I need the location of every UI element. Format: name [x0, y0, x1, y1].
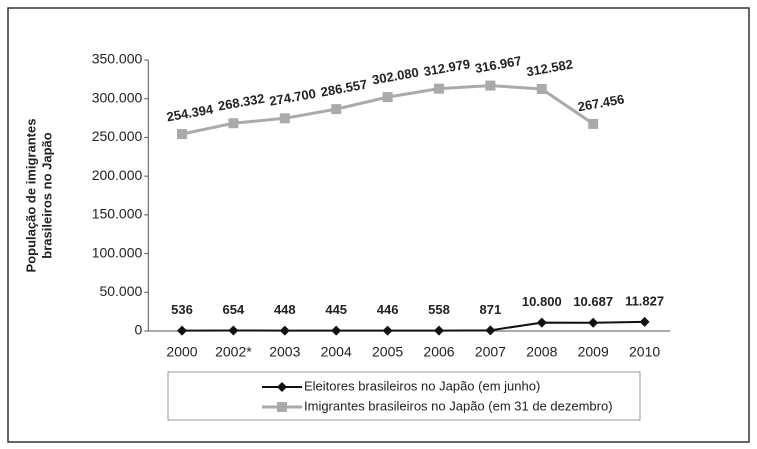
y-tick-label: 100.000 [92, 244, 143, 260]
x-tick-label: 2007 [475, 344, 506, 360]
marker [228, 325, 239, 336]
y-tick-label: 300.000 [92, 89, 143, 105]
data-label: 11.827 [625, 293, 664, 308]
data-label: 286.557 [320, 77, 369, 100]
marker [331, 325, 342, 336]
y-tick-label: 150.000 [92, 206, 143, 222]
data-label: 871 [480, 302, 502, 317]
x-tick-label: 2009 [578, 344, 609, 360]
data-label: 536 [171, 302, 193, 317]
y-axis-label: brasileiros no Japão [39, 132, 54, 258]
y-axis-label: População de imigrantes [23, 119, 38, 273]
x-tick-label: 2005 [372, 344, 403, 360]
marker [331, 104, 342, 115]
legend-box [167, 371, 641, 421]
legend-label: Imigrantes brasileiros no Japão (em 31 d… [304, 398, 613, 413]
marker [279, 325, 290, 336]
marker [177, 129, 187, 140]
marker [485, 325, 496, 336]
data-label: 10.800 [522, 294, 562, 309]
data-label: 274.700 [268, 86, 317, 109]
marker [536, 83, 547, 94]
data-label: 312.979 [422, 56, 471, 79]
marker [588, 118, 599, 129]
data-label: 448 [274, 302, 296, 317]
marker [536, 317, 547, 328]
marker [434, 83, 444, 94]
data-label: 10.687 [573, 294, 613, 309]
marker [382, 325, 393, 336]
marker [177, 325, 187, 336]
x-tick-label: 2006 [423, 344, 454, 360]
series-line [181, 320, 645, 332]
data-label: 267.456 [577, 91, 626, 114]
legend-marker [277, 402, 287, 412]
marker [588, 317, 599, 328]
marker [279, 113, 290, 124]
legend-marker [277, 382, 287, 392]
y-tick-label: 250.000 [92, 128, 143, 144]
marker [382, 92, 393, 103]
data-label: 254.394 [165, 101, 215, 124]
marker [485, 80, 496, 91]
x-tick-label: 2002* [215, 344, 252, 360]
marker [639, 316, 650, 327]
data-label: 312.582 [525, 56, 574, 79]
x-tick-label: 2000 [166, 344, 197, 360]
data-label: 268.332 [217, 91, 266, 114]
x-tick-label: 2003 [269, 344, 300, 360]
y-tick-label: 50.000 [99, 283, 142, 299]
legend-label: Eleitores brasileiros no Japão (em junho… [304, 378, 540, 393]
data-label: 558 [428, 302, 450, 317]
x-tick-label: 2010 [629, 344, 660, 360]
data-label: 446 [377, 302, 399, 317]
marker [434, 325, 444, 336]
y-tick-label: 350.000 [92, 51, 143, 67]
x-tick-label: 2004 [321, 344, 352, 360]
x-tick-label: 2008 [526, 344, 557, 360]
data-label: 654 [223, 302, 245, 317]
data-label: 316.967 [474, 53, 523, 76]
marker [228, 118, 239, 129]
data-label: 302.080 [371, 65, 420, 88]
y-tick-label: 200.000 [92, 167, 143, 183]
frame [7, 7, 750, 443]
y-tick-label: 0 [135, 322, 143, 338]
data-label: 445 [325, 302, 347, 317]
